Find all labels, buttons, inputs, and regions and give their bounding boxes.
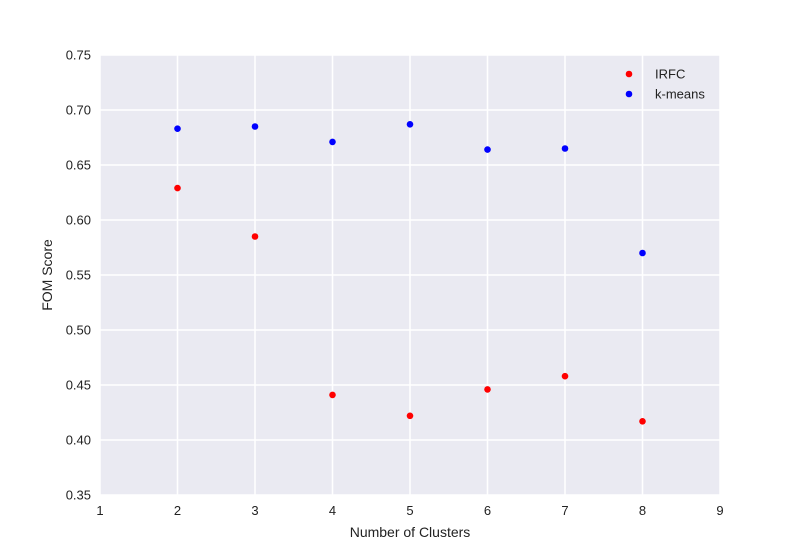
data-point — [251, 233, 259, 240]
x-tick-label: 9 — [716, 503, 723, 518]
data-point — [561, 145, 569, 152]
series-irfc — [174, 184, 646, 425]
y-tick-label: 0.60 — [66, 213, 91, 228]
data-point — [639, 418, 646, 425]
x-tick-labels: 1 2 3 4 5 6 7 8 9 — [96, 503, 723, 518]
y-tick-label: 0.45 — [66, 378, 91, 393]
data-point — [251, 123, 259, 130]
data-point — [174, 125, 181, 132]
y-tick-label: 0.35 — [66, 488, 91, 503]
x-axis-label: Number of Clusters — [350, 524, 471, 540]
data-point — [561, 372, 569, 380]
data-points — [174, 121, 646, 425]
x-tick-label: 6 — [484, 503, 491, 518]
y-tick-label: 0.70 — [66, 103, 91, 118]
y-tick-labels: 0.35 0.40 0.45 0.50 0.55 0.60 0.65 0.70 0.75 — [66, 48, 91, 503]
y-tick-label: 0.50 — [66, 323, 91, 338]
x-tick-label: 1 — [96, 503, 103, 518]
x-tick-label: 5 — [406, 503, 413, 518]
x-tick-label: 4 — [329, 503, 336, 518]
data-point — [329, 138, 336, 146]
data-point — [406, 412, 414, 420]
y-tick-label: 0.75 — [66, 48, 91, 63]
y-tick-label: 0.55 — [66, 268, 91, 283]
legend-marker — [625, 70, 633, 78]
data-point — [484, 146, 491, 153]
y-tick-label: 0.40 — [66, 433, 91, 448]
data-point — [639, 249, 646, 257]
x-tick-label: 2 — [174, 503, 181, 518]
data-point — [174, 184, 181, 192]
legend-label: IRFC — [655, 67, 685, 82]
y-tick-label: 0.65 — [66, 158, 91, 173]
x-tick-label: 8 — [639, 503, 646, 518]
x-tick-label: 7 — [561, 503, 568, 518]
data-point — [329, 391, 336, 399]
data-point — [406, 121, 414, 128]
data-point — [484, 386, 491, 393]
y-axis-label: FOM Score — [39, 239, 55, 311]
x-tick-label: 3 — [251, 503, 258, 518]
series-k-means — [174, 121, 646, 257]
legend: IRFC k-means — [625, 67, 705, 102]
legend-marker — [625, 90, 633, 98]
legend-label: k-means — [655, 87, 705, 102]
